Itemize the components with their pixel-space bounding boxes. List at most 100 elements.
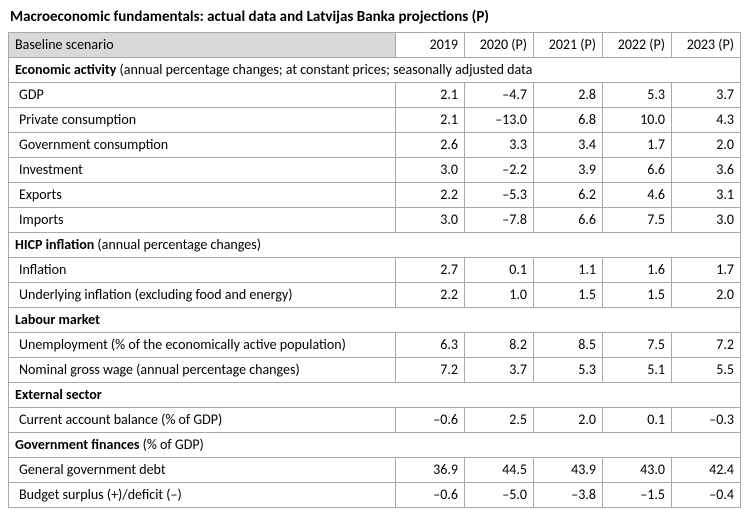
value-cell: –4.7 [465, 83, 534, 108]
value-cell: 2.8 [534, 83, 603, 108]
value-cell: 3.7 [465, 358, 534, 383]
value-cell: 3.1 [672, 183, 741, 208]
value-cell: 3.7 [672, 83, 741, 108]
value-cell: 6.8 [534, 108, 603, 133]
value-cell: 2.6 [396, 133, 465, 158]
value-cell: 42.4 [672, 458, 741, 483]
value-cell: 1.7 [603, 133, 672, 158]
value-cell: –0.4 [672, 483, 741, 508]
value-cell: 5.5 [672, 358, 741, 383]
value-cell: 4.6 [603, 183, 672, 208]
value-cell: 44.5 [465, 458, 534, 483]
value-cell: –3.8 [534, 483, 603, 508]
section-header-row: Economic activity (annual percentage cha… [9, 58, 741, 83]
table-row: Current account balance (% of GDP)–0.62.… [9, 408, 741, 433]
value-cell: 43.0 [603, 458, 672, 483]
value-cell: 5.3 [534, 358, 603, 383]
year-header: 2023 (P) [672, 33, 741, 58]
value-cell: 2.2 [396, 283, 465, 308]
section-header-cell: Labour market [9, 308, 741, 333]
value-cell: 1.5 [603, 283, 672, 308]
year-header: 2021 (P) [534, 33, 603, 58]
value-cell: 5.1 [603, 358, 672, 383]
value-cell: 10.0 [603, 108, 672, 133]
value-cell: 7.2 [396, 358, 465, 383]
value-cell: 3.0 [396, 208, 465, 233]
value-cell: 0.1 [603, 408, 672, 433]
table-row: Imports3.0–7.86.67.53.0 [9, 208, 741, 233]
value-cell: 3.6 [672, 158, 741, 183]
row-label: Nominal gross wage (annual percentage ch… [9, 358, 396, 383]
row-label: Investment [9, 158, 396, 183]
table-row: Investment3.0–2.23.96.63.6 [9, 158, 741, 183]
value-cell: 2.1 [396, 108, 465, 133]
value-cell: –0.3 [672, 408, 741, 433]
projections-table: Baseline scenario 2019 2020 (P) 2021 (P)… [8, 32, 741, 508]
value-cell: 8.5 [534, 333, 603, 358]
table-row: Nominal gross wage (annual percentage ch… [9, 358, 741, 383]
value-cell: 7.2 [672, 333, 741, 358]
row-label: Underlying inflation (excluding food and… [9, 283, 396, 308]
value-cell: 8.2 [465, 333, 534, 358]
year-header: 2020 (P) [465, 33, 534, 58]
row-label: Exports [9, 183, 396, 208]
value-cell: 3.0 [672, 208, 741, 233]
value-cell: 2.0 [534, 408, 603, 433]
section-header-cell: External sector [9, 383, 741, 408]
value-cell: 7.5 [603, 208, 672, 233]
scenario-header: Baseline scenario [9, 33, 396, 58]
value-cell: 2.0 [672, 133, 741, 158]
value-cell: 36.9 [396, 458, 465, 483]
section-header-row: Government finances (% of GDP) [9, 433, 741, 458]
section-header-row: Labour market [9, 308, 741, 333]
value-cell: 1.1 [534, 258, 603, 283]
value-cell: 1.6 [603, 258, 672, 283]
value-cell: 6.2 [534, 183, 603, 208]
value-cell: 1.5 [534, 283, 603, 308]
value-cell: 2.1 [396, 83, 465, 108]
value-cell: 3.9 [534, 158, 603, 183]
year-header: 2019 [396, 33, 465, 58]
value-cell: 2.5 [465, 408, 534, 433]
table-row: Underlying inflation (excluding food and… [9, 283, 741, 308]
value-cell: 2.0 [672, 283, 741, 308]
row-label: Imports [9, 208, 396, 233]
value-cell: –0.6 [396, 408, 465, 433]
value-cell: –0.6 [396, 483, 465, 508]
table-row: Unemployment (% of the economically acti… [9, 333, 741, 358]
value-cell: 6.6 [534, 208, 603, 233]
section-header-cell: Economic activity (annual percentage cha… [9, 58, 741, 83]
section-header-row: External sector [9, 383, 741, 408]
table-row: Private consumption2.1–13.06.810.04.3 [9, 108, 741, 133]
table-row: Budget surplus (+)/deficit (–)–0.6–5.0–3… [9, 483, 741, 508]
value-cell: –1.5 [603, 483, 672, 508]
table-row: General government debt36.944.543.943.04… [9, 458, 741, 483]
value-cell: 2.2 [396, 183, 465, 208]
table-row: Exports2.2–5.36.24.63.1 [9, 183, 741, 208]
value-cell: 3.3 [465, 133, 534, 158]
year-header: 2022 (P) [603, 33, 672, 58]
value-cell: 43.9 [534, 458, 603, 483]
table-title: Macroeconomic fundamentals: actual data … [8, 8, 742, 26]
value-cell: –2.2 [465, 158, 534, 183]
row-label: Unemployment (% of the economically acti… [9, 333, 396, 358]
value-cell: 1.0 [465, 283, 534, 308]
value-cell: –5.0 [465, 483, 534, 508]
value-cell: 3.4 [534, 133, 603, 158]
row-label: Budget surplus (+)/deficit (–) [9, 483, 396, 508]
table-row: GDP2.1–4.72.85.33.7 [9, 83, 741, 108]
value-cell: 0.1 [465, 258, 534, 283]
table-row: Government consumption2.63.33.41.72.0 [9, 133, 741, 158]
row-label: General government debt [9, 458, 396, 483]
section-header-row: HICP inflation (annual percentage change… [9, 233, 741, 258]
value-cell: 2.7 [396, 258, 465, 283]
value-cell: 7.5 [603, 333, 672, 358]
value-cell: 4.3 [672, 108, 741, 133]
value-cell: –7.8 [465, 208, 534, 233]
section-header-cell: Government finances (% of GDP) [9, 433, 741, 458]
value-cell: 6.3 [396, 333, 465, 358]
row-label: Private consumption [9, 108, 396, 133]
row-label: Current account balance (% of GDP) [9, 408, 396, 433]
section-header-cell: HICP inflation (annual percentage change… [9, 233, 741, 258]
header-row: Baseline scenario 2019 2020 (P) 2021 (P)… [9, 33, 741, 58]
